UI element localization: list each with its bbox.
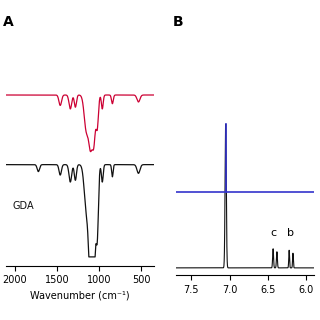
Text: b: b [287, 228, 294, 237]
X-axis label: Wavenumber (cm⁻¹): Wavenumber (cm⁻¹) [30, 291, 130, 301]
Text: c: c [270, 228, 276, 237]
Text: GDA: GDA [12, 201, 34, 211]
Text: B: B [173, 15, 183, 28]
Text: A: A [3, 15, 14, 28]
